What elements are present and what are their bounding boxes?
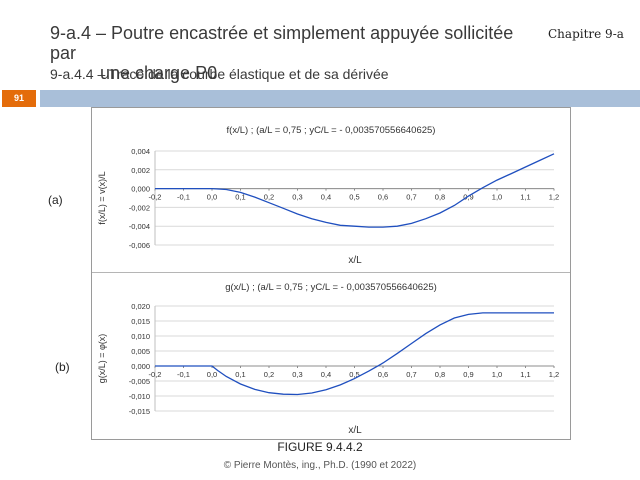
panel-label-b: (b): [55, 360, 70, 374]
page-number: 91: [2, 90, 36, 107]
y-tick-label: 0,015: [131, 317, 150, 326]
x-tick-label: 1,2: [549, 370, 559, 379]
figure-divider: [92, 272, 570, 273]
x-tick-label: -0,1: [177, 370, 190, 379]
x-tick-label: 0,0: [207, 193, 217, 202]
copyright-notice: © Pierre Montès, ing., Ph.D. (1990 et 20…: [223, 460, 417, 471]
y-tick-label: -0,004: [129, 222, 150, 231]
x-tick-label: 0,4: [321, 193, 331, 202]
x-tick-label: 0,5: [349, 193, 359, 202]
x-tick-label: 1,0: [492, 370, 502, 379]
figure-frame: 0,004 0,002 0,000 -0,002 -0,004 -0,006 -0,2 -0,…: [91, 107, 571, 440]
series-line: [155, 153, 555, 228]
x-tick-label: 1,1: [520, 370, 530, 379]
y-tick-label: -0,015: [129, 407, 150, 416]
y-tick-label: -0,006: [129, 241, 150, 250]
slide-title: 9-a.4 – Poutre encastrée et simplement a…: [50, 23, 540, 83]
y-axis-label: g(x/L) = φ(x): [97, 334, 107, 384]
slide-title-line1: 9-a.4 – Poutre encastrée et simplement a…: [50, 23, 514, 63]
x-tick-label: 0,0: [207, 370, 217, 379]
x-tick-label: 0,3: [292, 370, 302, 379]
chart-a: 0,004 0,002 0,000 -0,002 -0,004 -0,006 -0,2 -0,…: [97, 125, 559, 266]
y-tick-label: 0,000: [131, 362, 150, 371]
x-tick-label: 1,2: [549, 193, 559, 202]
x-tick-label: 0,2: [264, 193, 274, 202]
chart-title: f(x/L) ; (a/L = 0,75 ; yC/L = - 0,003570…: [227, 125, 436, 136]
y-axis-label: f(x/L) = v(x)/L: [97, 171, 107, 224]
figure-caption: FIGURE 9.4.4.2: [277, 440, 363, 454]
x-tick-label: 0,6: [378, 370, 388, 379]
y-tick-label: 0,010: [131, 332, 150, 341]
x-tick-label: 1,0: [492, 193, 502, 202]
series-line: [155, 312, 554, 396]
y-tick-label: -0,010: [129, 392, 150, 401]
y-tick-label: 0,002: [131, 166, 150, 175]
x-axis-label: x/L: [348, 425, 362, 436]
x-axis-label: x/L: [348, 255, 362, 266]
y-tick-label: 0,004: [131, 147, 150, 156]
x-tick-label: 0,1: [235, 370, 245, 379]
x-tick-label: 0,5: [349, 370, 359, 379]
x-tick-label: 0,4: [321, 370, 331, 379]
x-tick-label: 0,6: [378, 193, 388, 202]
x-tick-label: 0,3: [292, 193, 302, 202]
chart-b: 0,020 0,015 0,010 0,005 0,000 -0,005 -0,010 -0,…: [97, 282, 559, 436]
y-tick-label: -0,002: [129, 203, 150, 212]
header-bar: [40, 90, 640, 107]
panel-label-a: (a): [48, 193, 63, 207]
y-tick-label: 0,000: [131, 185, 150, 194]
x-tick-label: 0,1: [235, 193, 245, 202]
x-tick-label: 1,1: [520, 193, 530, 202]
slide-subtitle: 9-a.4.4 – Tracé de la courbe élastique e…: [50, 66, 389, 82]
x-tick-label: 0,7: [406, 193, 416, 202]
x-tick-label: 0,9: [463, 193, 473, 202]
x-tick-label: -0,2: [149, 193, 162, 202]
y-tick-label: -0,005: [129, 377, 150, 386]
x-tick-label: 0,9: [463, 370, 473, 379]
y-tick-label: 0,020: [131, 302, 150, 311]
x-tick-label: 0,7: [406, 370, 416, 379]
slide-title-line2: une charge P0: [100, 63, 218, 83]
x-tick-label: 0,8: [435, 370, 445, 379]
x-tick-label: -0,1: [177, 193, 190, 202]
chapter-label: Chapitre 9-a: [548, 27, 624, 41]
x-tick-label: 0,8: [435, 193, 445, 202]
chart-title: g(x/L) ; (a/L = 0,75 ; yC/L = - 0,003570…: [225, 282, 437, 293]
x-tick-label: 0,2: [264, 370, 274, 379]
y-tick-label: 0,005: [131, 347, 150, 356]
x-tick-label: -0,2: [149, 370, 162, 379]
